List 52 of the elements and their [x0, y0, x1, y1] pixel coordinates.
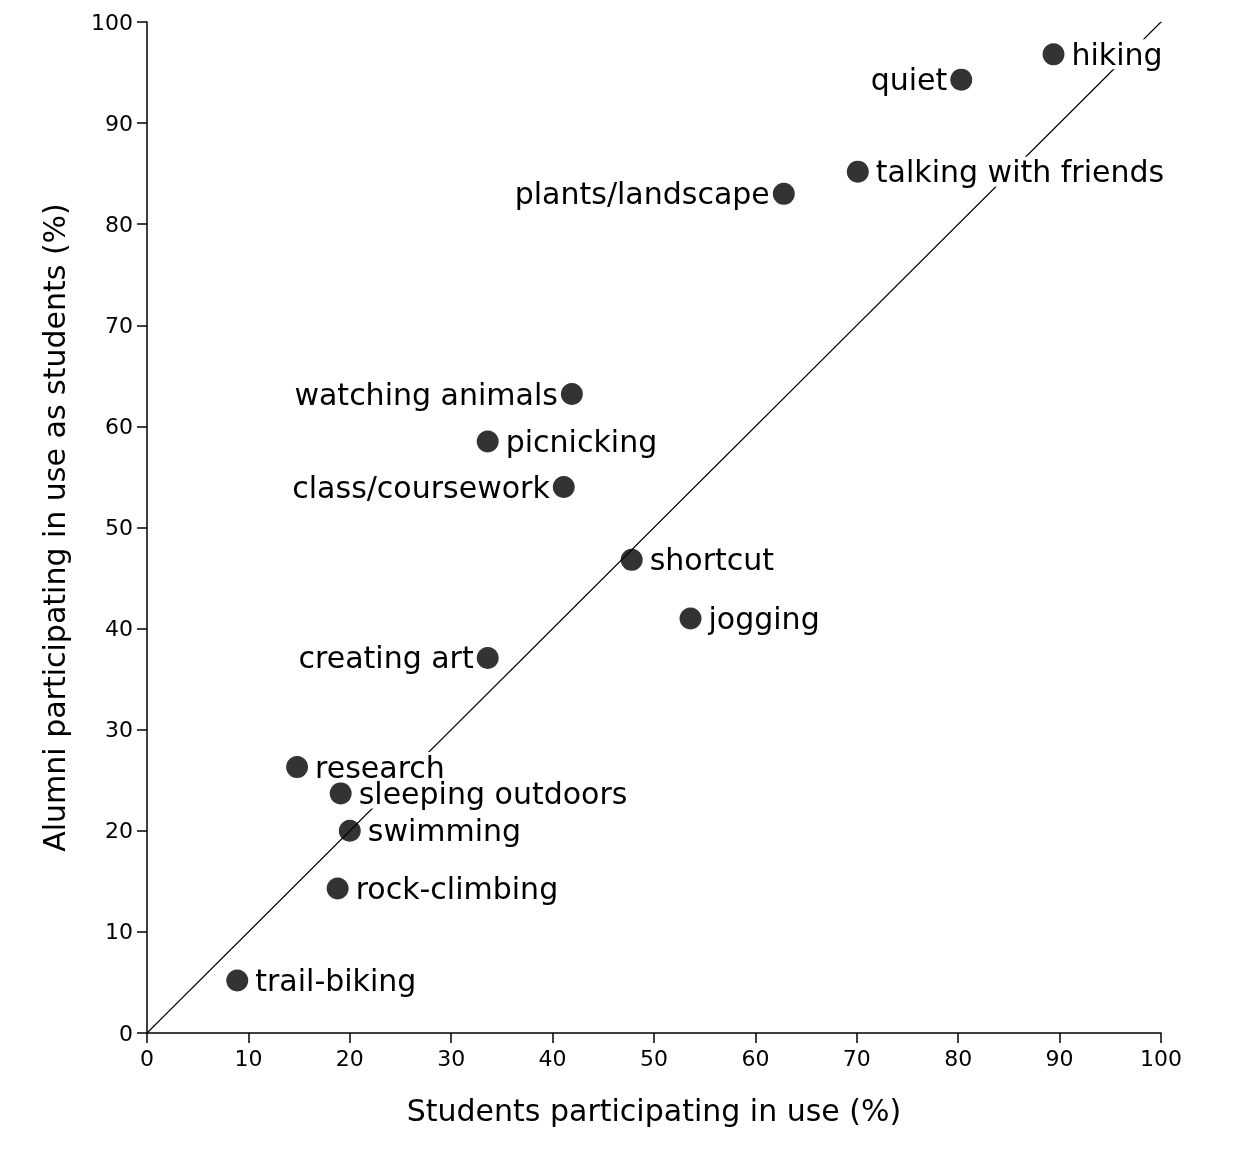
point	[338, 819, 361, 842]
point	[226, 969, 249, 992]
annotation: watching animals	[294, 376, 558, 412]
y-tick-label: 0	[119, 1020, 133, 1046]
annotation: hiking	[1071, 36, 1163, 72]
y-tick-label: 70	[105, 312, 133, 338]
y-tick-label: 10	[105, 919, 133, 945]
x-tick-label: 100	[1140, 1045, 1182, 1071]
point	[552, 476, 575, 499]
annotation: quiet	[870, 62, 948, 98]
annotation: picnicking	[505, 424, 658, 460]
point	[950, 68, 973, 91]
point	[846, 160, 869, 183]
point	[286, 756, 309, 779]
point	[560, 383, 583, 406]
x-tick-label: 80	[944, 1045, 973, 1071]
annotation: swimming	[367, 813, 522, 849]
y-tick-label: 90	[105, 110, 133, 136]
annotation: plants/landscape	[514, 176, 770, 212]
point	[476, 646, 499, 669]
x-tick-label: 70	[842, 1045, 871, 1071]
point	[329, 782, 352, 805]
annotation: talking with friends	[875, 154, 1165, 190]
x-tick-label: 90	[1045, 1045, 1074, 1071]
y-tick-label: 40	[105, 616, 133, 642]
point	[679, 607, 702, 630]
y-axis-title: Alumni participating in use as students (%)	[36, 203, 72, 852]
y-tick-label: 80	[105, 211, 133, 237]
y-tick-label: 50	[105, 515, 133, 540]
y-tick-label: 30	[105, 717, 133, 743]
x-tick-label: 50	[640, 1045, 668, 1071]
annotation: trail-biking	[255, 962, 417, 998]
x-tick-label: 40	[538, 1045, 567, 1071]
x-tick-label: 60	[741, 1045, 770, 1071]
y-tick-label: 60	[105, 413, 133, 439]
annotation: shortcut	[649, 542, 775, 578]
point	[620, 548, 643, 571]
point	[476, 430, 499, 453]
x-tick-label: 30	[437, 1045, 466, 1071]
annotation: rock-climbing	[355, 870, 559, 906]
x-tick-label: 0	[140, 1045, 154, 1071]
annotation: jogging	[707, 600, 820, 636]
point	[772, 182, 795, 205]
y-tick-label: 20	[105, 818, 133, 844]
x-tick-label: 10	[234, 1045, 263, 1071]
point	[326, 877, 349, 900]
point	[1042, 43, 1065, 66]
annotation: creating art	[298, 640, 474, 676]
x-tick-label: 20	[335, 1045, 364, 1071]
y-tick-label: 100	[91, 9, 133, 35]
annotation: class/coursework	[292, 469, 551, 505]
x-axis-title: Students participating in use (%)	[406, 1092, 902, 1128]
